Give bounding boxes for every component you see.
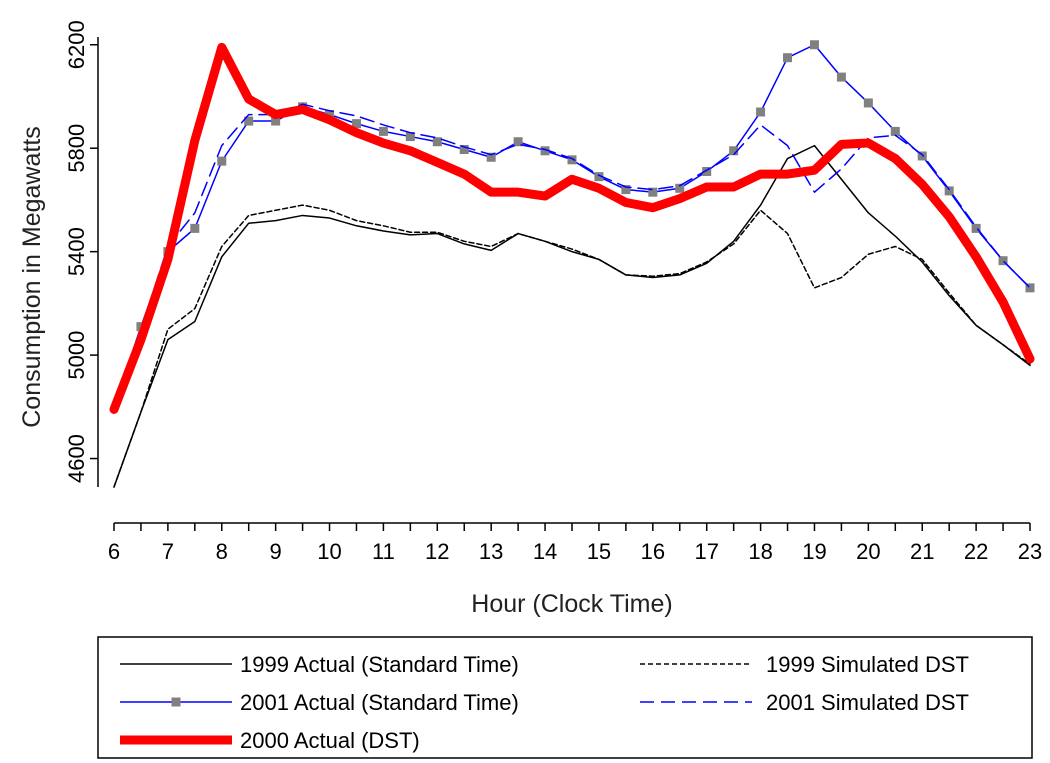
- x-tick-label: 18: [748, 539, 772, 564]
- legend-label-5: 2000 Actual (DST): [240, 728, 420, 753]
- data-point-marker: [863, 98, 873, 108]
- data-point-marker: [540, 146, 550, 156]
- x-tick-label: 22: [964, 539, 988, 564]
- x-tick-label: 10: [317, 539, 341, 564]
- data-point-marker: [351, 119, 361, 129]
- data-point-marker: [513, 137, 523, 147]
- data-point-marker: [325, 110, 335, 120]
- data-point-marker: [702, 166, 712, 176]
- data-point-marker: [783, 53, 793, 63]
- data-point-marker: [621, 185, 631, 195]
- y-tick-label: 5400: [64, 227, 89, 276]
- data-point-marker: [1025, 283, 1035, 293]
- y-tick-label: 5000: [64, 331, 89, 380]
- data-point-marker: [944, 186, 954, 196]
- legend-label-3: 2001 Actual (Standard Time): [240, 690, 519, 715]
- x-tick-label: 8: [216, 539, 228, 564]
- x-tick-label: 14: [533, 539, 557, 564]
- legend-label-2: 1999 Simulated DST: [766, 652, 969, 677]
- x-tick-label: 11: [372, 539, 395, 564]
- data-point-marker: [648, 187, 658, 197]
- data-point-marker: [594, 172, 604, 182]
- data-point-marker: [809, 40, 819, 50]
- data-point-marker: [486, 152, 496, 162]
- data-point-marker: [378, 126, 388, 136]
- x-tick-label: 6: [108, 539, 120, 564]
- x-tick-label: 23: [1018, 539, 1042, 564]
- y-ticks: 4600 5000 5400 5800 6200: [64, 20, 98, 483]
- legend-box: [97, 636, 1033, 759]
- x-tick-label: 19: [802, 539, 826, 564]
- series-layer: [109, 40, 1035, 488]
- x-tick-label: 20: [856, 539, 880, 564]
- x-tick-label: 12: [425, 539, 449, 564]
- data-point-marker: [836, 72, 846, 82]
- data-point-marker: [244, 116, 254, 126]
- x-tick-label: 15: [587, 539, 611, 564]
- y-tick-label: 4600: [64, 434, 89, 483]
- legend-label-1: 1999 Actual (Standard Time): [240, 652, 519, 677]
- x-tick-label: 21: [910, 539, 934, 564]
- data-point-marker: [405, 132, 415, 142]
- x-tick-label: 9: [270, 539, 282, 564]
- data-point-marker: [971, 223, 981, 233]
- series-line-5: [109, 42, 1035, 414]
- legend-label-4: 2001 Simulated DST: [766, 690, 969, 715]
- y-axis-title: Consumption in Megawatts: [18, 126, 46, 428]
- data-point-marker: [917, 151, 927, 161]
- data-point-marker: [432, 137, 442, 147]
- series-line-4: [113, 103, 1031, 408]
- data-point-marker: [459, 145, 469, 154]
- data-point-marker: [675, 183, 685, 193]
- x-axis-title: Hour (Clock Time): [471, 590, 672, 618]
- x-tick-label: 17: [694, 539, 718, 564]
- data-point-marker: [567, 155, 577, 165]
- x-tick-label: 16: [641, 539, 665, 564]
- data-point-marker: [729, 146, 739, 156]
- legend: 1999 Actual (Standard Time) 1999 Simulate…: [97, 636, 1033, 759]
- y-tick-label: 6200: [64, 20, 89, 69]
- data-point-marker: [271, 116, 281, 126]
- legend-marker: [171, 697, 181, 707]
- plot-axes: [97, 37, 1030, 524]
- x-ticks: 6 7 8 9 10 11 12 13 14 15 16 17 18 19 20 21 22 23: [108, 523, 1042, 564]
- data-point-marker: [756, 107, 766, 117]
- data-point-marker: [190, 223, 200, 233]
- series-line-1: [113, 144, 1031, 488]
- x-tick-label: 13: [479, 539, 503, 564]
- x-tick-label: 7: [162, 539, 174, 564]
- data-point-marker: [998, 256, 1008, 266]
- data-point-marker: [890, 126, 900, 136]
- data-point-marker: [217, 156, 227, 166]
- series-line-2: [113, 204, 1031, 488]
- y-tick-label: 5800: [64, 124, 89, 173]
